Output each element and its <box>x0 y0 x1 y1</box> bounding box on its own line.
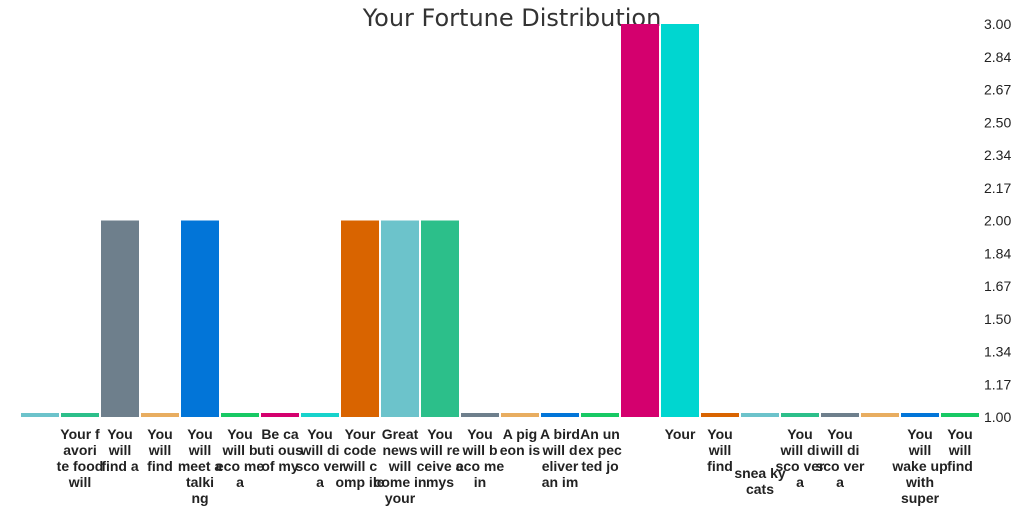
bar-0 <box>21 413 59 417</box>
x-tick-label: You will find <box>947 426 973 474</box>
y-tick-label: 1.84 <box>984 245 1011 261</box>
x-tick-label: You will find <box>147 426 173 474</box>
bar-12 <box>501 413 539 417</box>
x-tick-label: Be ca uti ous of my <box>257 426 303 474</box>
bar-9 <box>381 220 419 417</box>
x-tick-label: Your <box>665 426 696 442</box>
x-tick-label: You will wake up with super <box>891 426 947 506</box>
chart-title: Your Fortune Distribution <box>362 4 662 32</box>
bar-21 <box>861 413 899 417</box>
bar-3 <box>141 413 179 417</box>
bar-8 <box>341 220 379 417</box>
bar-16 <box>661 24 699 417</box>
y-tick-label: 2.17 <box>984 180 1011 196</box>
bar-22 <box>901 413 939 417</box>
bar-11 <box>461 413 499 417</box>
y-tick-label: 1.50 <box>984 311 1011 327</box>
x-tick-label: You will find a <box>101 426 139 474</box>
bar-2 <box>101 220 139 417</box>
bar-5 <box>221 413 259 417</box>
x-tick-label: You will b eco me a <box>216 426 264 490</box>
x-tick-label: You will di sco ver a <box>815 426 865 490</box>
bar-20 <box>821 413 859 417</box>
x-tick-label: You will re ceive a mys <box>417 426 464 490</box>
x-tick-label: Your f avori te food will <box>57 426 104 490</box>
x-tick-label: You will di sco ver a <box>295 426 345 490</box>
y-tick-label: 1.17 <box>984 376 1011 392</box>
y-tick-label: 1.34 <box>984 344 1011 360</box>
x-tick-label: A bird will d eliver an im <box>540 426 580 490</box>
bar-23 <box>941 413 979 417</box>
y-tick-label: 2.67 <box>984 82 1011 98</box>
y-tick-label: 1.67 <box>984 278 1011 294</box>
x-tick-label: A pig eon is <box>500 426 541 458</box>
y-tick-label: 2.00 <box>984 213 1011 229</box>
bar-14 <box>581 413 619 417</box>
bar-7 <box>301 413 339 417</box>
bar-6 <box>261 413 299 417</box>
x-tick-label: Your code will c omp ile <box>335 426 384 490</box>
bar-10 <box>421 220 459 417</box>
x-tick-label: You will b eco me in <box>456 426 504 490</box>
y-tick-label: 1.00 <box>984 409 1011 425</box>
bar-13 <box>541 413 579 417</box>
y-tick-label: 2.50 <box>984 114 1011 130</box>
x-tick-label: snea ky cats <box>734 465 786 497</box>
bars-group <box>21 24 979 417</box>
bar-19 <box>781 413 819 417</box>
y-tick-label: 2.84 <box>984 49 1011 65</box>
x-tick-label: You will meet a talki ng <box>178 426 223 506</box>
x-tick-label: You will di sco ver a <box>775 426 825 490</box>
y-axis: 1.00 1.17 1.34 1.50 1.67 1.84 2.00 2.17 2.34 2.50… <box>984 16 1011 425</box>
bar-15 <box>621 24 659 417</box>
bar-17 <box>701 413 739 417</box>
x-tick-label: An un ex pec ted jo <box>578 426 622 474</box>
bar-4 <box>181 220 219 417</box>
bar-1 <box>61 413 99 417</box>
y-tick-label: 3.00 <box>984 16 1011 32</box>
bar-18 <box>741 413 779 417</box>
x-tick-label: Great news will come in your <box>374 426 427 506</box>
x-tick-label: You will find <box>707 426 733 474</box>
y-tick-label: 2.34 <box>984 147 1011 163</box>
